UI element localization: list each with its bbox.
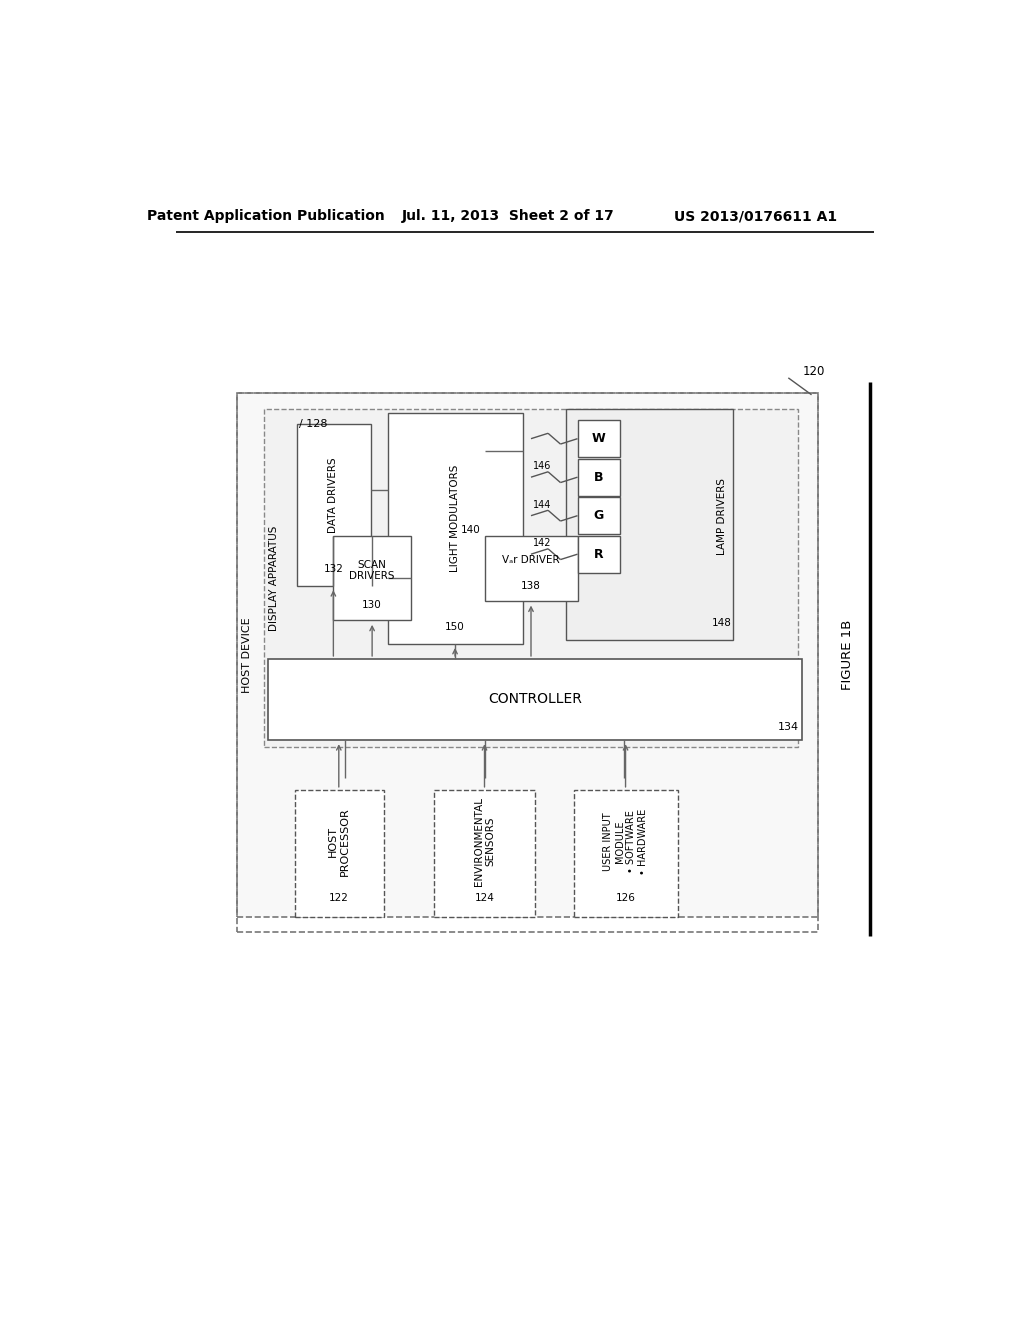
Text: 122: 122 bbox=[329, 892, 349, 903]
Text: B: B bbox=[594, 471, 603, 483]
Bar bbox=[297, 424, 371, 586]
Text: 120: 120 bbox=[803, 366, 825, 379]
Bar bbox=[484, 536, 578, 601]
Bar bbox=[434, 789, 535, 917]
Bar bbox=[295, 789, 384, 917]
Text: Jul. 11, 2013  Sheet 2 of 17: Jul. 11, 2013 Sheet 2 of 17 bbox=[401, 209, 614, 223]
Text: 138: 138 bbox=[521, 581, 541, 591]
Text: HOST DEVICE: HOST DEVICE bbox=[243, 618, 252, 693]
Bar bbox=[578, 459, 621, 496]
Bar bbox=[578, 498, 621, 535]
Text: 142: 142 bbox=[532, 539, 551, 548]
Bar bbox=[578, 420, 621, 457]
Bar bbox=[334, 536, 411, 620]
Bar bbox=[237, 393, 818, 917]
Text: DISPLAY APPARATUS: DISPLAY APPARATUS bbox=[269, 525, 280, 631]
Text: SCAN
DRIVERS: SCAN DRIVERS bbox=[349, 560, 395, 581]
Text: 150: 150 bbox=[445, 622, 465, 631]
Text: 144: 144 bbox=[532, 500, 551, 510]
Text: USER INPUT
MODULE
• SOFTWARE
• HARDWARE: USER INPUT MODULE • SOFTWARE • HARDWARE bbox=[603, 808, 648, 875]
Bar bbox=[573, 789, 678, 917]
Bar bbox=[566, 409, 732, 640]
Text: CONTROLLER: CONTROLLER bbox=[488, 692, 582, 706]
Text: 132: 132 bbox=[324, 564, 343, 574]
Text: Patent Application Publication: Patent Application Publication bbox=[147, 209, 385, 223]
Text: 146: 146 bbox=[532, 462, 551, 471]
Text: DATA DRIVERS: DATA DRIVERS bbox=[329, 458, 338, 533]
Bar bbox=[388, 412, 523, 644]
Bar bbox=[237, 393, 818, 932]
Text: W: W bbox=[592, 432, 605, 445]
Text: / 128: / 128 bbox=[299, 418, 328, 429]
Text: LIGHT MODULATORS: LIGHT MODULATORS bbox=[451, 465, 460, 573]
Text: US 2013/0176611 A1: US 2013/0176611 A1 bbox=[674, 209, 838, 223]
Text: 140: 140 bbox=[461, 524, 480, 535]
Text: Vₐr DRIVER: Vₐr DRIVER bbox=[502, 556, 560, 565]
Bar bbox=[578, 536, 621, 573]
Text: 126: 126 bbox=[615, 892, 636, 903]
Text: 130: 130 bbox=[362, 601, 382, 610]
Bar bbox=[263, 409, 799, 747]
Text: LAMP DRIVERS: LAMP DRIVERS bbox=[717, 478, 727, 554]
Text: FIGURE 1B: FIGURE 1B bbox=[841, 620, 854, 690]
Text: G: G bbox=[593, 510, 603, 523]
Text: ENVIRONMENTAL
SENSORS: ENVIRONMENTAL SENSORS bbox=[474, 797, 496, 886]
Text: 124: 124 bbox=[474, 892, 495, 903]
Text: 148: 148 bbox=[712, 618, 731, 628]
Bar bbox=[267, 659, 802, 739]
Text: HOST
PROCESSOR: HOST PROCESSOR bbox=[328, 807, 349, 875]
Text: 134: 134 bbox=[778, 722, 799, 733]
Text: R: R bbox=[594, 548, 603, 561]
